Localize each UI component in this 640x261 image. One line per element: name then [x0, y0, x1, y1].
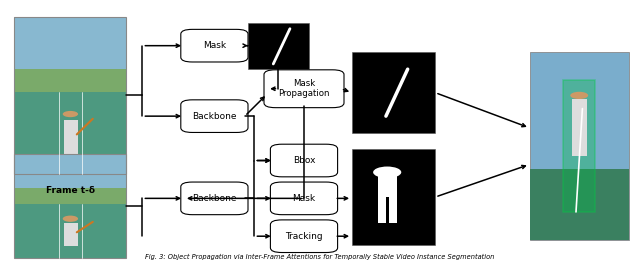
Bar	[15, 17, 127, 103]
Bar	[15, 188, 127, 211]
Text: Mask: Mask	[292, 194, 316, 203]
FancyBboxPatch shape	[563, 80, 595, 212]
Text: Mask
Propagation: Mask Propagation	[278, 79, 330, 98]
Bar	[572, 99, 587, 156]
FancyBboxPatch shape	[181, 29, 248, 62]
Text: Frame t-δ: Frame t-δ	[46, 186, 95, 195]
Bar	[378, 175, 397, 197]
FancyBboxPatch shape	[264, 70, 344, 108]
Bar	[248, 23, 309, 69]
Bar	[15, 154, 127, 211]
Text: Bbox: Bbox	[292, 156, 316, 165]
Text: Backbone: Backbone	[192, 112, 237, 121]
Circle shape	[373, 167, 401, 178]
Bar	[15, 17, 127, 174]
Text: Mask: Mask	[203, 41, 226, 50]
Text: Backbone: Backbone	[192, 194, 237, 203]
FancyBboxPatch shape	[181, 182, 248, 215]
Text: Tracking: Tracking	[285, 232, 323, 241]
Bar	[64, 120, 78, 155]
Bar	[378, 197, 386, 223]
FancyBboxPatch shape	[270, 220, 338, 253]
Bar	[15, 204, 127, 258]
FancyBboxPatch shape	[270, 144, 338, 177]
Bar	[15, 92, 127, 174]
Bar	[530, 52, 629, 240]
Circle shape	[570, 92, 588, 99]
Bar	[530, 169, 629, 240]
Bar	[352, 52, 435, 133]
Bar	[15, 69, 127, 103]
Bar	[389, 197, 397, 223]
Text: Fig. 3: Object Propagation via Inter-Frame Attentions for Temporally Stable Vide: Fig. 3: Object Propagation via Inter-Fra…	[145, 254, 495, 260]
FancyBboxPatch shape	[181, 100, 248, 132]
Bar	[15, 154, 127, 258]
Circle shape	[63, 216, 78, 222]
Bar	[352, 149, 435, 245]
Circle shape	[63, 111, 78, 117]
Bar	[64, 223, 78, 246]
FancyBboxPatch shape	[270, 182, 338, 215]
